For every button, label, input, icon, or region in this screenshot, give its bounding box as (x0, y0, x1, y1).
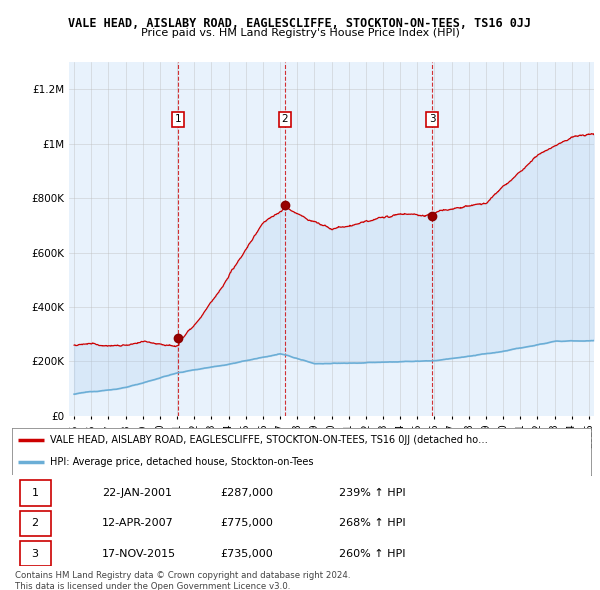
Text: 3: 3 (429, 114, 436, 124)
Text: 2: 2 (281, 114, 288, 124)
FancyBboxPatch shape (20, 480, 52, 506)
Text: 268% ↑ HPI: 268% ↑ HPI (339, 519, 406, 529)
Text: 3: 3 (32, 549, 38, 559)
Text: 17-NOV-2015: 17-NOV-2015 (102, 549, 176, 559)
Text: VALE HEAD, AISLABY ROAD, EAGLESCLIFFE, STOCKTON-ON-TEES, TS16 0JJ (detached ho…: VALE HEAD, AISLABY ROAD, EAGLESCLIFFE, S… (50, 435, 488, 445)
Text: 1: 1 (32, 489, 38, 498)
Text: £735,000: £735,000 (220, 549, 273, 559)
Text: 2: 2 (32, 519, 39, 529)
Text: 12-APR-2007: 12-APR-2007 (102, 519, 173, 529)
Text: 239% ↑ HPI: 239% ↑ HPI (339, 489, 406, 498)
Text: £287,000: £287,000 (220, 489, 274, 498)
Text: 22-JAN-2001: 22-JAN-2001 (102, 489, 172, 498)
Text: 260% ↑ HPI: 260% ↑ HPI (339, 549, 406, 559)
Text: VALE HEAD, AISLABY ROAD, EAGLESCLIFFE, STOCKTON-ON-TEES, TS16 0JJ: VALE HEAD, AISLABY ROAD, EAGLESCLIFFE, S… (68, 17, 532, 30)
Text: Contains HM Land Registry data © Crown copyright and database right 2024.
This d: Contains HM Land Registry data © Crown c… (15, 571, 350, 590)
Text: £775,000: £775,000 (220, 519, 274, 529)
Text: Price paid vs. HM Land Registry's House Price Index (HPI): Price paid vs. HM Land Registry's House … (140, 28, 460, 38)
Text: 1: 1 (175, 114, 181, 124)
FancyBboxPatch shape (20, 541, 52, 566)
FancyBboxPatch shape (20, 510, 52, 536)
Text: HPI: Average price, detached house, Stockton-on-Tees: HPI: Average price, detached house, Stoc… (50, 457, 313, 467)
